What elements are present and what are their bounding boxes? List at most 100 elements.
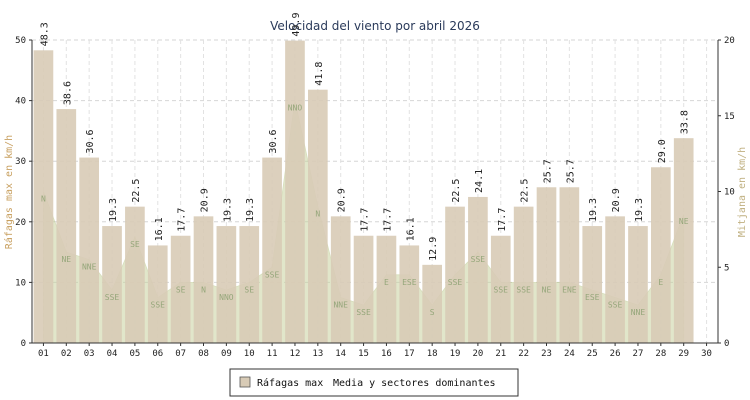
- x-tick-label: 10: [244, 349, 255, 359]
- bar-28: [651, 167, 671, 343]
- bar-02: [56, 109, 77, 343]
- x-tick-label: 23: [541, 349, 552, 359]
- bar-label-27: 19.3: [634, 198, 645, 222]
- bar-07: [170, 235, 191, 343]
- y-tick-label-right: 5: [724, 263, 729, 273]
- x-tick-label: 07: [175, 349, 186, 359]
- y-tick-label-left: 10: [15, 278, 26, 288]
- y-tick-label-right: 15: [724, 112, 735, 122]
- sector-19: SSE: [448, 278, 463, 287]
- bar-label-02: 38.6: [62, 81, 73, 105]
- sector-20: SSE: [471, 255, 486, 264]
- sector-03: NNE: [82, 263, 97, 272]
- bar-14: [330, 216, 351, 343]
- x-tick-label: 22: [518, 349, 529, 359]
- sector-16: E: [384, 278, 389, 287]
- bar-10: [239, 226, 260, 343]
- x-tick-label: 18: [427, 349, 438, 359]
- x-tick-label: 29: [678, 349, 689, 359]
- sector-21: SSE: [494, 285, 509, 294]
- bar-label-09: 19.3: [222, 198, 233, 222]
- bar-label-12: 49.9: [291, 13, 302, 37]
- bar-18: [422, 264, 442, 343]
- x-tick-label: 08: [198, 349, 209, 359]
- bar-label-24: 25.7: [565, 159, 576, 183]
- sector-11: SSE: [265, 270, 280, 279]
- x-tick-label: 03: [84, 349, 95, 359]
- bar-label-17: 16.1: [405, 217, 416, 241]
- sector-22: SSE: [516, 285, 531, 294]
- bar-17: [399, 245, 420, 343]
- sector-09: NNO: [219, 293, 234, 302]
- bar-23: [536, 187, 557, 343]
- bar-label-25: 19.3: [588, 198, 599, 222]
- x-tick-label: 13: [312, 349, 323, 359]
- bar-label-14: 20.9: [337, 188, 348, 212]
- bar-label-18: 12.9: [428, 237, 439, 261]
- bar-24: [559, 187, 580, 343]
- bar-20: [468, 196, 488, 343]
- bar-11: [262, 157, 282, 343]
- x-tick-label: 12: [290, 349, 301, 359]
- bar-05: [125, 206, 145, 343]
- legend-box: [229, 368, 519, 397]
- bar-label-21: 17.7: [497, 208, 508, 232]
- bar-label-03: 30.6: [85, 129, 96, 153]
- x-tick-label: 06: [152, 349, 163, 359]
- x-tick-label: 04: [107, 349, 118, 359]
- y-tick-label-left: 0: [21, 339, 26, 349]
- bar-04: [102, 226, 122, 343]
- sector-04: SSE: [105, 293, 120, 302]
- bar-label-26: 20.9: [611, 188, 622, 212]
- x-tick-label: 09: [221, 349, 232, 359]
- x-tick-label: 24: [564, 349, 575, 359]
- bar-26: [605, 216, 625, 343]
- x-tick-label: 15: [358, 349, 369, 359]
- y-tick-label-right: 10: [724, 188, 735, 198]
- bar-label-20: 24.1: [474, 169, 485, 193]
- bar-19: [445, 206, 465, 343]
- sector-05: SE: [130, 240, 140, 249]
- bar-label-22: 22.5: [520, 179, 531, 203]
- sector-28: E: [658, 278, 663, 287]
- y-tick-label-left: 20: [15, 218, 26, 228]
- bar-label-06: 16.1: [154, 217, 165, 241]
- x-tick-label: 11: [267, 349, 278, 359]
- legend-swatch-gusts: [239, 376, 251, 388]
- bar-label-23: 25.7: [543, 159, 554, 183]
- legend-label-gusts: Ráfagas max: [257, 377, 323, 389]
- sector-12: NNO: [288, 104, 303, 113]
- sector-15: SSE: [356, 308, 371, 317]
- bar-12: [285, 40, 305, 344]
- x-tick-label: 20: [472, 349, 483, 359]
- bar-label-08: 20.9: [200, 188, 211, 212]
- sector-27: NNE: [631, 308, 646, 317]
- sector-13: N: [315, 210, 320, 219]
- bar-label-07: 17.7: [177, 208, 188, 232]
- sector-10: SE: [244, 285, 254, 294]
- bar-label-13: 41.8: [314, 62, 325, 86]
- bar-label-19: 22.5: [451, 179, 462, 203]
- x-tick-label: 01: [38, 349, 49, 359]
- bar-06: [147, 245, 168, 343]
- bar-label-29: 33.8: [680, 110, 691, 134]
- bar-label-15: 17.7: [360, 208, 371, 232]
- x-tick-label: 25: [587, 349, 598, 359]
- x-tick-label: 16: [381, 349, 392, 359]
- bar-27: [628, 226, 648, 343]
- bar-01: [33, 50, 54, 343]
- x-tick-label: 17: [404, 349, 415, 359]
- y-tick-label-right: 20: [724, 36, 735, 46]
- x-tick-label: 21: [495, 349, 506, 359]
- bar-09: [216, 226, 237, 343]
- sector-17: ESE: [402, 278, 417, 287]
- y-axis-left-label: Ráfagas max en km/h: [3, 135, 15, 249]
- bar-label-28: 29.0: [657, 139, 668, 163]
- bar-label-01: 48.3: [39, 22, 50, 46]
- bar-21: [490, 235, 511, 343]
- bar-08: [193, 216, 214, 343]
- sector-06: SSE: [151, 301, 166, 310]
- chart-title: Velocidad del viento por abril 2026: [270, 19, 480, 33]
